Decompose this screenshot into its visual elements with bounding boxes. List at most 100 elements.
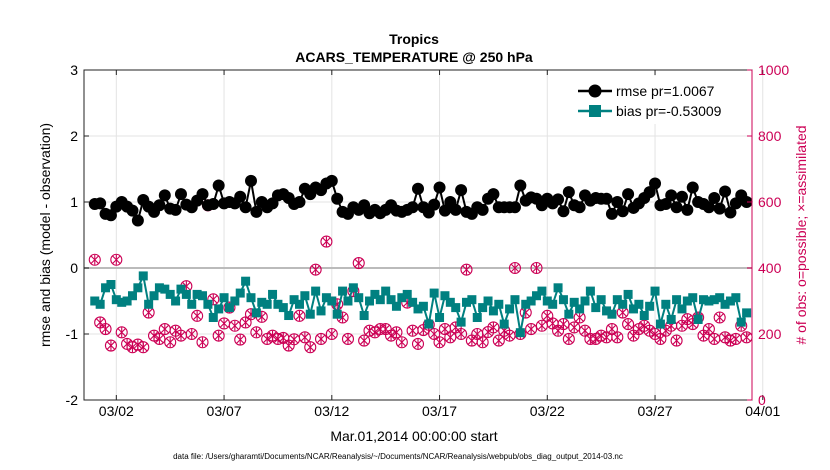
bias-point bbox=[316, 306, 326, 316]
rmse-point bbox=[331, 192, 344, 205]
obs-possible-marker bbox=[104, 339, 117, 352]
bias-point bbox=[672, 295, 682, 305]
x-axis-label: Mar.01,2014 00:00:00 start bbox=[330, 428, 497, 444]
y-axis-label-left: rmse and bias (model - observation) bbox=[37, 123, 53, 347]
rmse-point bbox=[131, 214, 144, 227]
obs-possible-marker bbox=[88, 253, 101, 266]
bias-point bbox=[499, 319, 509, 329]
bias-point bbox=[488, 306, 498, 316]
rmse-point bbox=[719, 185, 732, 198]
bias-point bbox=[327, 296, 337, 306]
bias-point bbox=[542, 296, 552, 306]
bias-point bbox=[348, 283, 358, 293]
rmse-point bbox=[207, 197, 220, 210]
bias-point bbox=[386, 295, 396, 305]
obs-possible-marker bbox=[250, 326, 263, 339]
bias-point bbox=[709, 295, 719, 305]
obs-possible-marker bbox=[234, 333, 247, 346]
bias-point bbox=[666, 314, 676, 324]
bias-point bbox=[370, 289, 380, 299]
y-tick-label-left: 2 bbox=[70, 128, 78, 144]
rmse-point bbox=[438, 204, 451, 217]
bias-point bbox=[720, 299, 730, 309]
obs-possible-marker bbox=[476, 336, 489, 349]
bias-point bbox=[230, 296, 240, 306]
bias-point bbox=[251, 308, 261, 318]
bias-point bbox=[198, 291, 208, 301]
rmse-point bbox=[686, 181, 699, 194]
legend-rmse-marker bbox=[588, 84, 602, 98]
rmse-point bbox=[126, 204, 139, 217]
bias-point bbox=[391, 301, 401, 311]
bias-point bbox=[144, 299, 154, 309]
bias-point bbox=[375, 295, 385, 305]
rmse-point bbox=[325, 174, 338, 187]
bias-point bbox=[704, 296, 714, 306]
obs-possible-marker bbox=[622, 318, 635, 331]
obs-possible-marker bbox=[352, 256, 365, 270]
bias-point bbox=[176, 284, 186, 294]
bias-point bbox=[440, 291, 450, 301]
bias-point bbox=[90, 296, 100, 306]
rmse-point bbox=[508, 201, 521, 214]
bias-point bbox=[122, 296, 132, 306]
bias-point bbox=[246, 293, 256, 303]
bias-point bbox=[219, 293, 229, 303]
bias-point bbox=[257, 297, 267, 307]
bias-point bbox=[429, 288, 439, 298]
bias-point bbox=[639, 311, 649, 321]
obs-possible-marker bbox=[433, 336, 446, 349]
bias-point bbox=[343, 296, 353, 306]
bias-point bbox=[634, 299, 644, 309]
x-tick-label: 03/27 bbox=[638, 403, 673, 419]
x-tick-label: 03/12 bbox=[314, 403, 349, 419]
rmse-point bbox=[250, 205, 263, 218]
rmse-point bbox=[708, 192, 721, 205]
y-tick-label-left: -2 bbox=[66, 392, 79, 408]
obs-possible-marker bbox=[395, 336, 408, 349]
bias-point bbox=[408, 297, 418, 307]
bias-point bbox=[311, 286, 321, 296]
bias-point bbox=[699, 295, 709, 305]
bias-point bbox=[278, 303, 288, 313]
bias-point bbox=[618, 299, 628, 309]
obs-possible-marker bbox=[611, 331, 624, 344]
x-tick-label: 03/07 bbox=[207, 403, 242, 419]
bias-point bbox=[725, 296, 735, 306]
y-tick-label-left: 1 bbox=[70, 194, 78, 210]
obs-possible-marker bbox=[411, 337, 425, 350]
obs-possible-marker bbox=[562, 332, 575, 346]
bias-point bbox=[300, 291, 310, 301]
rmse-point bbox=[174, 188, 187, 201]
bias-point bbox=[451, 303, 461, 313]
rmse-point bbox=[659, 197, 672, 210]
obs-possible-marker bbox=[325, 327, 338, 341]
bias-point bbox=[354, 293, 364, 303]
obs-possible-marker bbox=[460, 263, 473, 276]
bias-point bbox=[165, 289, 175, 299]
bias-point bbox=[472, 313, 482, 322]
obs-possible-marker bbox=[196, 336, 209, 349]
rmse-point bbox=[702, 201, 715, 214]
obs-markers bbox=[88, 199, 753, 354]
y-axis-label-right: # of obs: o=possible; ×=assimilated bbox=[793, 125, 809, 344]
series-layer bbox=[88, 174, 753, 338]
obs-possible-marker bbox=[164, 336, 177, 349]
obs-possible-marker bbox=[341, 332, 355, 346]
bias-point bbox=[138, 271, 148, 281]
bias-point bbox=[192, 289, 202, 299]
obs-possible-marker bbox=[670, 334, 683, 347]
bias-point bbox=[612, 295, 622, 305]
rmse-point bbox=[552, 193, 565, 206]
obs-possible-marker bbox=[557, 318, 570, 331]
bias-point bbox=[208, 313, 218, 322]
bias-point bbox=[478, 303, 488, 313]
bias-point bbox=[262, 299, 272, 309]
bias-point bbox=[553, 283, 563, 293]
obs-possible-marker bbox=[309, 263, 322, 276]
bias-point bbox=[332, 309, 342, 319]
bias-point bbox=[160, 284, 170, 294]
bias-point bbox=[106, 280, 116, 289]
rmse-point bbox=[643, 186, 656, 199]
bias-point bbox=[510, 295, 520, 305]
